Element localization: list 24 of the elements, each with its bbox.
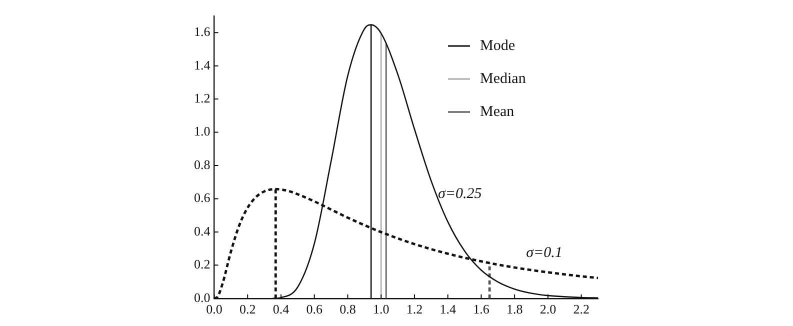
y-tick-label: 0.8 bbox=[194, 156, 210, 172]
legend-label: Mean bbox=[480, 104, 515, 120]
y-tick-label: 1.6 bbox=[194, 24, 211, 40]
x-tick-label: 0.8 bbox=[340, 302, 356, 317]
y-tick-label: 1.4 bbox=[194, 57, 211, 72]
y-tick-label: 1.2 bbox=[194, 90, 210, 106]
y-tick-label: 1.0 bbox=[194, 124, 210, 139]
x-tick-label: 2.0 bbox=[540, 302, 556, 317]
legend-label: Median bbox=[480, 70, 526, 87]
y-tick-label: 0.2 bbox=[194, 256, 210, 272]
x-tick-label: 1.0 bbox=[372, 302, 390, 317]
x-tick-label: 2.2 bbox=[573, 302, 590, 317]
x-tick-label: 1.8 bbox=[506, 302, 523, 317]
annotation: σ=0.1 bbox=[526, 245, 562, 262]
x-tick-label: 1.2 bbox=[406, 302, 423, 317]
x-tick-label: 0.6 bbox=[306, 302, 323, 317]
y-tick-label: 0.6 bbox=[194, 190, 211, 206]
x-tick-label: 1.6 bbox=[473, 302, 490, 317]
x-tick-label: 0.4 bbox=[272, 302, 290, 317]
x-tick-label: 0.2 bbox=[239, 302, 256, 317]
y-tick-label: 0.4 bbox=[194, 223, 211, 238]
x-tick-label: 1.4 bbox=[440, 302, 456, 317]
legend-label: Mode bbox=[480, 38, 516, 54]
annotation: σ=0.25 bbox=[438, 186, 482, 202]
